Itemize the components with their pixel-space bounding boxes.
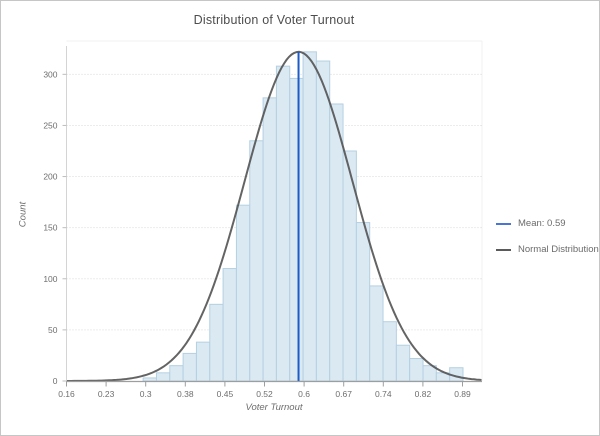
x-tick-label-0.89: 0.89 — [454, 389, 471, 399]
mean-line-swatch-icon — [496, 222, 511, 225]
histogram-bar[interactable] — [209, 303, 224, 382]
x-tick-label-0.45: 0.45 — [217, 389, 234, 399]
y-tick-label-100: 100 — [43, 274, 57, 284]
x-tick-label-0.3: 0.3 — [140, 389, 152, 399]
normal-distribution-swatch-icon — [496, 248, 511, 251]
legend-item-mean[interactable]: Mean: 0.59 — [496, 218, 599, 229]
x-tick-label-0.74: 0.74 — [375, 389, 392, 399]
y-axis-title: Count — [17, 201, 29, 228]
chart-title: Distribution of Voter Turnout — [193, 13, 355, 27]
histogram-bar[interactable] — [155, 372, 171, 382]
histogram-bar[interactable] — [302, 51, 317, 382]
y-tick-label-150: 150 — [43, 223, 57, 233]
legend: Mean: 0.59 Normal Distribution — [496, 218, 599, 270]
histogram-bar[interactable] — [195, 341, 211, 382]
legend-label-normal-distribution: Normal Distribution — [518, 244, 599, 255]
legend-label-mean: Mean: 0.59 — [518, 218, 566, 229]
y-tick-label-200: 200 — [43, 172, 57, 182]
y-tick-label-250: 250 — [43, 120, 57, 130]
histogram-bar[interactable] — [169, 365, 184, 382]
x-tick-label-0.6: 0.6 — [298, 389, 310, 399]
x-tick-label-0.16: 0.16 — [58, 389, 75, 399]
histogram-bar[interactable] — [315, 60, 331, 382]
x-tick-label-0.82: 0.82 — [415, 389, 432, 399]
y-tick-label-0: 0 — [53, 376, 58, 386]
histogram-bar[interactable] — [142, 377, 157, 382]
legend-item-normal-distribution[interactable]: Normal Distribution — [496, 244, 599, 255]
histogram-bar[interactable] — [395, 344, 411, 382]
y-tick-label-50: 50 — [48, 325, 58, 335]
histogram-bar[interactable] — [369, 285, 384, 382]
histogram-bar[interactable] — [329, 103, 344, 382]
histogram-bar[interactable] — [355, 222, 371, 382]
histogram-bar[interactable] — [409, 358, 424, 382]
histogram-bar[interactable] — [275, 65, 291, 382]
y-tick-label-300: 300 — [43, 69, 57, 79]
x-tick-label-0.23: 0.23 — [98, 389, 115, 399]
histogram-bar[interactable] — [289, 77, 304, 382]
x-tick-label-0.52: 0.52 — [256, 389, 273, 399]
x-axis-title: Voter Turnout — [245, 402, 303, 413]
histogram-bar[interactable] — [182, 352, 197, 382]
histogram-bar[interactable] — [382, 321, 397, 382]
histogram-bar[interactable] — [262, 97, 277, 382]
histogram-bar[interactable] — [235, 204, 251, 382]
x-tick-label-0.67: 0.67 — [335, 389, 352, 399]
histogram-bar[interactable] — [249, 140, 264, 382]
x-tick-label-0.38: 0.38 — [177, 389, 194, 399]
normal-distribution-curve — [66, 50, 482, 382]
histogram-bar[interactable] — [222, 268, 237, 382]
